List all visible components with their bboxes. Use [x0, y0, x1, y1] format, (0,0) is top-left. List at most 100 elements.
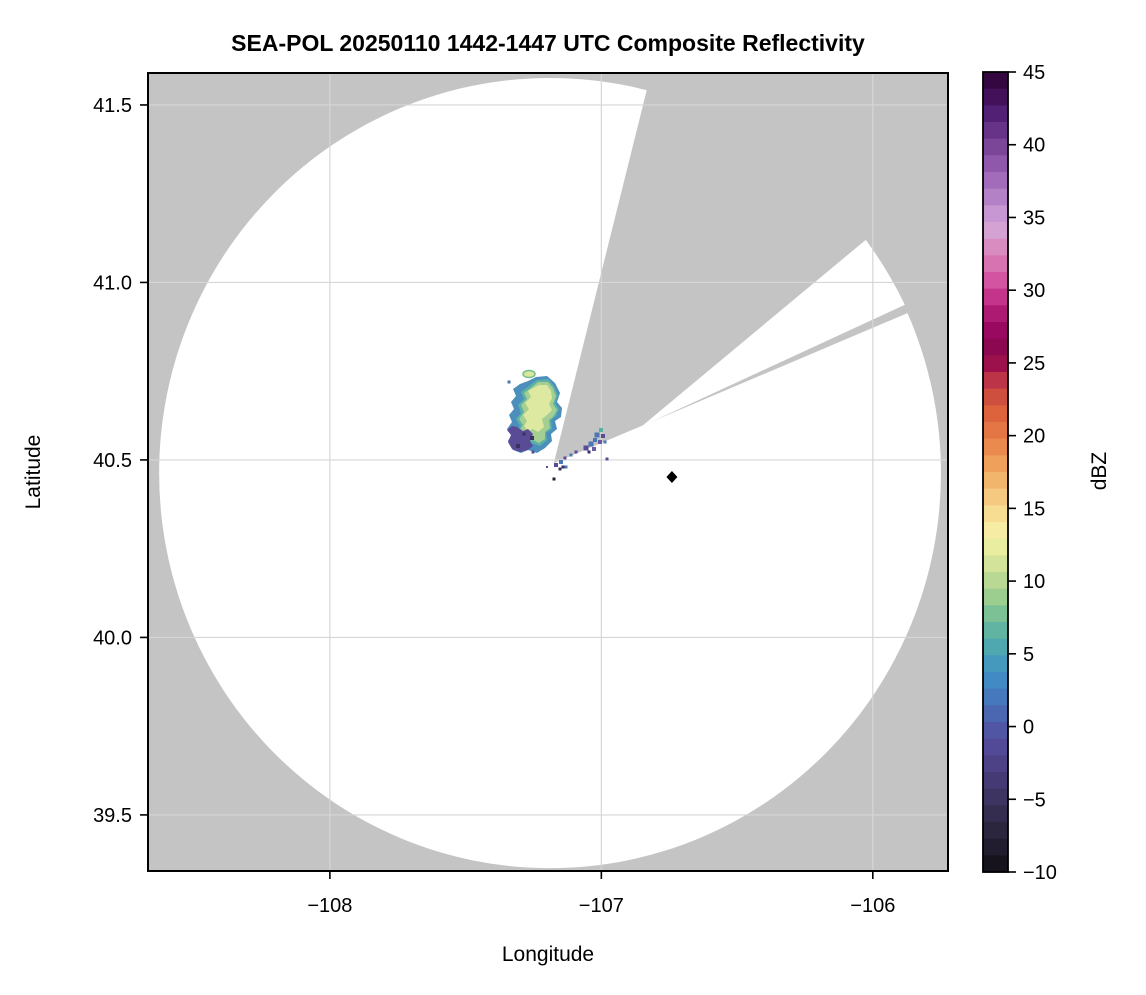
y-axis-label: Latitude: [22, 435, 45, 510]
colorbar-tick-label: 35: [1023, 207, 1045, 229]
echo-speck: [552, 477, 556, 481]
colorbar-block: [983, 455, 1008, 473]
colorbar-block: [983, 672, 1008, 690]
x-axis-ticks: −108 −107 −106: [307, 871, 895, 917]
colorbar-block: [983, 805, 1008, 823]
colorbar-block: [983, 122, 1008, 140]
echo-speck: [546, 466, 548, 468]
echo-speck: [587, 450, 591, 454]
colorbar-block: [983, 738, 1008, 756]
colorbar-block: [983, 272, 1008, 290]
scan-wedge: [641, 239, 905, 427]
echo-speck: [603, 440, 607, 444]
x-tick-label: −106: [850, 895, 895, 917]
colorbar-tick-label: 10: [1023, 571, 1045, 593]
colorbar-block: [983, 188, 1008, 206]
echo-speck: [601, 434, 605, 438]
colorbar-block: [983, 138, 1008, 156]
gridlines: [148, 73, 948, 871]
colorbar-block: [983, 555, 1008, 573]
y-tick-label: 39.5: [93, 805, 132, 827]
colorbar-block: [983, 572, 1008, 590]
colorbar-block: [983, 472, 1008, 490]
colorbar-block: [983, 822, 1008, 840]
y-tick-label: 41.0: [93, 272, 132, 294]
echo-speck: [588, 441, 594, 447]
colorbar-tick-label: 15: [1023, 498, 1045, 520]
echo-seed-oval: [522, 369, 536, 379]
site-marker-layer: [666, 470, 678, 483]
colorbar-block: [983, 588, 1008, 606]
echo-speck: [605, 457, 609, 461]
colorbar-block: [983, 522, 1008, 540]
echo-speck: [563, 456, 567, 460]
colorbar-block: [983, 155, 1008, 173]
y-tick-label: 40.0: [93, 627, 132, 649]
colorbar-block: [983, 388, 1008, 406]
colorbar-tick-label: 45: [1023, 62, 1045, 84]
echo-speck: [507, 380, 511, 384]
colorbar-block: [983, 205, 1008, 223]
x-tick-label: −108: [307, 895, 352, 917]
colorbar-tick-label: 25: [1023, 353, 1045, 375]
echo-speck: [569, 453, 573, 457]
colorbar-block: [983, 538, 1008, 556]
colorbar-block: [983, 705, 1008, 723]
echo-yellow-core: [523, 385, 552, 432]
echo-speck: [599, 428, 603, 432]
y-tick-label: 41.5: [93, 95, 132, 117]
colorbar-block: [983, 322, 1008, 340]
echo-speck: [593, 438, 597, 442]
colorbar-tick-label: 30: [1023, 280, 1045, 302]
echo-speck: [516, 444, 520, 448]
blocked-sector: [553, 73, 948, 464]
colorbar-block: [983, 422, 1008, 440]
colorbar-block: [983, 838, 1008, 856]
colorbar-block: [983, 72, 1008, 90]
colorbar-block: [983, 488, 1008, 506]
colorbar-block: [983, 372, 1008, 390]
colorbar-block: [983, 722, 1008, 740]
echo-speck: [522, 432, 526, 436]
colorbar-block: [983, 355, 1008, 373]
colorbar-block: [983, 438, 1008, 456]
colorbar-block: [983, 238, 1008, 256]
colorbar-block: [983, 255, 1008, 273]
colorbar-block: [983, 88, 1008, 106]
colorbar-block: [983, 755, 1008, 773]
colorbar-block: [983, 638, 1008, 656]
plot-title: SEA-POL 20250110 1442-1447 UTC Composite…: [231, 30, 865, 56]
site-marker-diamond: [666, 470, 678, 483]
echo-purple-patch: [507, 426, 533, 452]
colorbar-tick-label: −5: [1023, 789, 1046, 811]
echo-speck: [530, 436, 534, 440]
colorbar-tick-label: 0: [1023, 717, 1034, 739]
echo-speck: [564, 465, 568, 469]
colorbar-block: [983, 222, 1008, 240]
colorbar-block: [983, 622, 1008, 640]
colorbar-tick-label: 20: [1023, 426, 1045, 448]
colorbar-block: [983, 605, 1008, 623]
x-tick-label: −107: [579, 895, 624, 917]
echo-speck: [574, 450, 578, 454]
echo-speck: [531, 450, 535, 454]
echo-speck: [561, 465, 565, 469]
colorbar-block: [983, 172, 1008, 190]
colorbar-block: [983, 505, 1008, 523]
colorbar-block: [983, 772, 1008, 790]
reflectivity-echo-layer: [507, 369, 609, 481]
y-tick-label: 40.5: [93, 450, 132, 472]
colorbar-block: [983, 305, 1008, 323]
colorbar-ticks: 45 40 35 30 25 20 15 10 5 0 −5 −10: [1008, 62, 1057, 884]
colorbar-block: [983, 105, 1008, 123]
colorbar-blocks: [983, 72, 1008, 873]
colorbar-block: [983, 338, 1008, 356]
echo-speck: [592, 447, 596, 451]
y-axis-ticks: 39.5 40.0 40.5 41.0 41.5: [93, 95, 148, 827]
colorbar-tick-label: −10: [1023, 862, 1057, 884]
colorbar-outline: [982, 71, 1009, 873]
colorbar-block: [983, 405, 1008, 423]
colorbar-label: dBZ: [1088, 452, 1111, 491]
